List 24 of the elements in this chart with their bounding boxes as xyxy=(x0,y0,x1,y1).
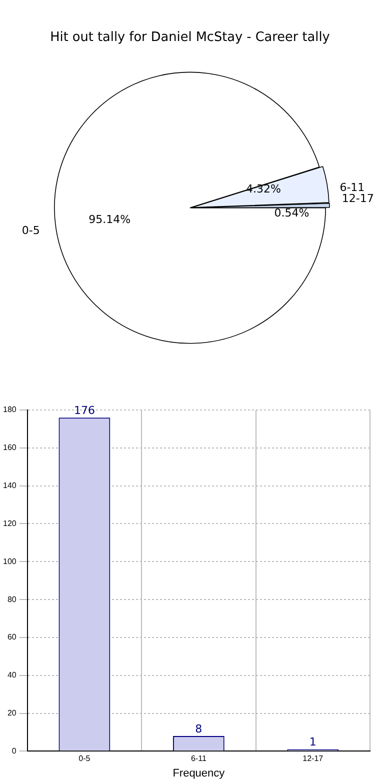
data-label: 4.32% xyxy=(246,182,281,196)
x-tick-label: 0-5 xyxy=(78,754,91,764)
y-tick-label: 0 xyxy=(12,746,17,756)
y-tick-label: 160 xyxy=(2,443,17,452)
y-tick-label: 140 xyxy=(2,481,17,490)
chart-title: Hit out tally for Daniel McStay - Career tally xyxy=(50,30,330,46)
y-tick-label: 40 xyxy=(7,670,17,680)
x-tick-label: 12-17 xyxy=(302,754,324,764)
y-tick-label: 60 xyxy=(7,632,17,642)
x-tick-label: 6-11 xyxy=(190,754,207,764)
y-tick-label: 20 xyxy=(7,708,17,718)
y-tick-label: 180 xyxy=(2,405,17,414)
data-label: 1 xyxy=(309,736,316,749)
data-label: 0.54% xyxy=(274,206,310,220)
y-tick-label: 120 xyxy=(2,518,17,528)
y-tick-label: 100 xyxy=(2,556,17,566)
y-tick-label: 80 xyxy=(7,594,17,604)
slice-label: 0-5 xyxy=(22,224,40,237)
data-label: 8 xyxy=(195,722,202,736)
data-label: 95.14% xyxy=(88,213,131,226)
data-label: 176 xyxy=(74,404,95,417)
x-axis-title: Frequency xyxy=(172,767,226,780)
slice-label: 6-11 xyxy=(340,181,365,194)
slice-label: 12-17 xyxy=(342,192,374,206)
